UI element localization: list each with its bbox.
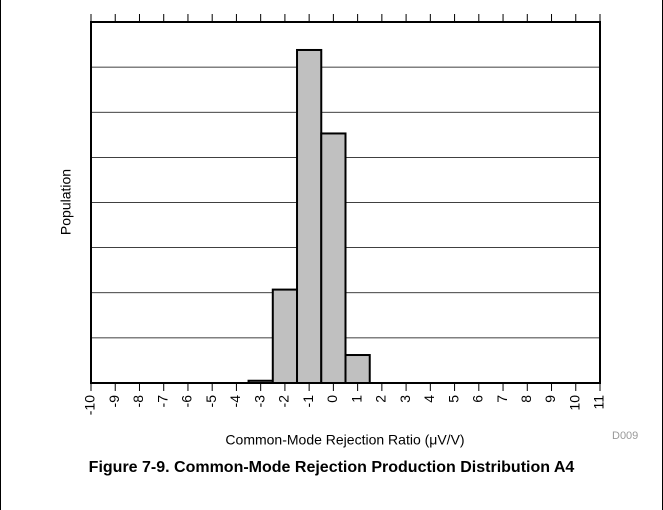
x-tick-label: 1 bbox=[348, 395, 364, 403]
x-tick-label: 10 bbox=[566, 395, 582, 411]
bar bbox=[320, 132, 347, 384]
x-tick-label: -3 bbox=[251, 395, 267, 408]
x-tick-label: -7 bbox=[154, 395, 170, 408]
x-tick-label: -6 bbox=[179, 395, 195, 408]
figure-caption: Figure 7-9. Common-Mode Rejection Produc… bbox=[88, 459, 575, 476]
x-tick-label: 11 bbox=[591, 395, 607, 410]
x-tick-label: 2 bbox=[373, 395, 389, 403]
x-tick-label: 8 bbox=[518, 395, 534, 403]
x-tick-label: 7 bbox=[494, 395, 510, 403]
y-axis-label: Population bbox=[58, 169, 74, 235]
x-tick-label: -1 bbox=[300, 395, 316, 408]
x-tick-label: 5 bbox=[445, 395, 461, 403]
bar bbox=[271, 288, 299, 384]
x-tick-label: -5 bbox=[203, 395, 219, 408]
x-tick-label: 0 bbox=[324, 395, 340, 403]
x-tick-label: -8 bbox=[130, 395, 146, 408]
x-tick-label: -9 bbox=[106, 395, 122, 408]
x-axis-label: Common-Mode Rejection Ratio (μV/V) bbox=[225, 432, 464, 448]
x-tick-label: 6 bbox=[470, 395, 486, 403]
x-tick-label: -10 bbox=[82, 395, 98, 415]
figure-id: D009 bbox=[612, 430, 638, 442]
x-tick-label: -4 bbox=[227, 395, 243, 408]
x-tick-label: 4 bbox=[421, 395, 437, 403]
bar bbox=[344, 354, 371, 384]
x-tick-label: -2 bbox=[276, 395, 292, 408]
x-tick-label: 9 bbox=[542, 395, 558, 403]
x-tick-label: 3 bbox=[397, 395, 413, 403]
plot-frame bbox=[90, 21, 601, 384]
bar bbox=[296, 48, 323, 384]
